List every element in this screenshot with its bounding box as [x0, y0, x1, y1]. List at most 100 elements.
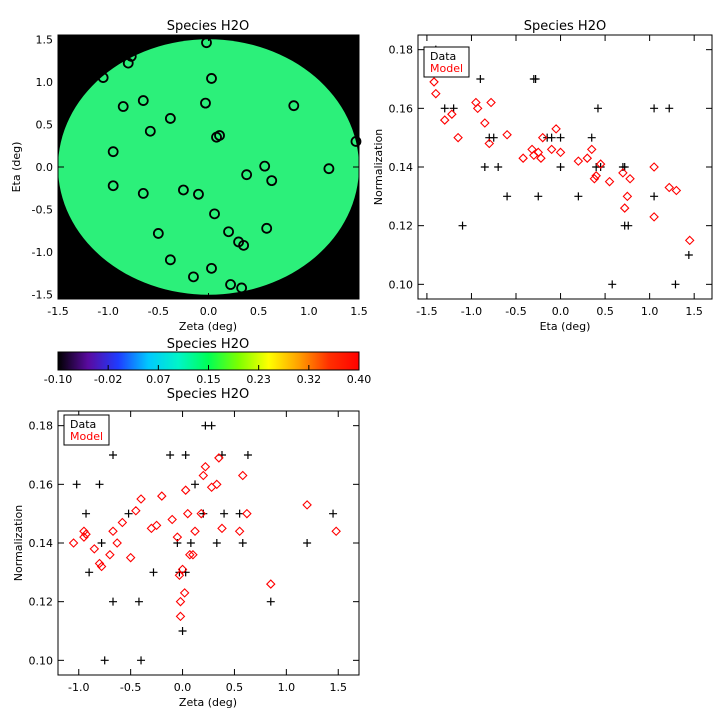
map-point [137, 187, 149, 199]
zeta-ytick-label: 0.10 [29, 654, 54, 667]
zeta-model-point [151, 520, 162, 531]
eta-legend-model: Model [430, 62, 463, 75]
zeta-legend: Data Model [63, 414, 110, 446]
eta-model-point [480, 118, 490, 128]
zeta-data-point [85, 568, 94, 577]
zeta-model-point [190, 526, 200, 537]
map-point [238, 239, 250, 251]
eta-legend: Data Model [423, 46, 470, 78]
zeta-model-point [108, 526, 118, 537]
eta-data-point [534, 192, 543, 201]
zeta-xlabel: Zeta (deg) [179, 696, 237, 709]
eta-ytick-label: 0.10 [389, 278, 414, 291]
eta-data-point [531, 75, 540, 83]
map-point [117, 101, 129, 112]
eta-model-point [551, 124, 561, 134]
eta-model-point [625, 173, 635, 184]
zeta-ytick-label: 0.12 [29, 596, 54, 609]
map-point [97, 72, 109, 83]
map-xtick-label: 1.0 [300, 305, 318, 318]
eta-model-point [649, 162, 659, 172]
zeta-ytick-label: 0.14 [29, 537, 54, 550]
eta-model-point [684, 235, 695, 246]
colorbar-tick-label: 0.07 [146, 373, 171, 386]
zeta-data-point [134, 597, 143, 606]
eta-data-point [624, 221, 633, 230]
map-point [152, 228, 164, 239]
map-point [323, 163, 335, 175]
eta-data-point [620, 163, 629, 171]
zeta-data-point [186, 539, 195, 547]
eta-data-point [489, 133, 498, 142]
map-xtick-label: -1.5 [47, 305, 68, 318]
eta-data-point [449, 104, 458, 113]
zeta-model-point [180, 485, 191, 495]
zeta-model-point [331, 526, 341, 537]
zeta-data-point [178, 627, 187, 635]
zeta-model-point [242, 508, 252, 519]
zeta-model-point [131, 505, 141, 516]
map-point [188, 271, 199, 283]
map-point [193, 188, 204, 200]
zeta-model-point [125, 552, 136, 563]
eta-legend-data: Data [430, 50, 456, 63]
eta-model-point [484, 138, 495, 149]
eta-ytick-label: 0.12 [389, 220, 414, 233]
zeta-model-point [265, 579, 276, 589]
map-xlabel: Zeta (deg) [179, 320, 237, 333]
map-point [261, 222, 273, 234]
eta-points [429, 45, 695, 289]
map-point [225, 279, 236, 290]
zeta-model-point [117, 517, 128, 528]
zeta-model-point [196, 508, 207, 519]
zeta-model-point [94, 558, 105, 569]
map-point [350, 136, 362, 147]
map-point [214, 130, 225, 141]
eta-data-point [494, 163, 503, 171]
map-points [97, 37, 362, 294]
eta-data-point [684, 251, 693, 259]
eta-model-point [486, 97, 496, 108]
zeta-x-ticks: -1.0 -0.5 0.0 0.5 1.0 1.5 [68, 411, 347, 694]
zeta-model-point [157, 491, 167, 501]
map-point [107, 146, 119, 158]
eta-model-point [472, 103, 483, 114]
eta-xtick-label: 1.0 [641, 305, 659, 318]
eta-ytick-label: 0.18 [389, 44, 414, 57]
zeta-data-point [124, 509, 133, 518]
map-ytick-label: 1.5 [36, 33, 54, 46]
eta-model-point [586, 144, 597, 155]
zeta-data-point [212, 539, 221, 547]
zeta-data-point [191, 480, 200, 489]
zeta-model-point [89, 544, 100, 554]
eta-data-point [458, 221, 467, 230]
zeta-model-point [105, 549, 115, 560]
zeta-data-point [207, 421, 216, 430]
eta-legend-box [423, 46, 470, 78]
colorbar-tick-label: 0.40 [347, 373, 372, 386]
eta-data-point [650, 104, 659, 113]
eta-data-point [596, 163, 605, 171]
map-xtick-label: -1.0 [97, 305, 118, 318]
map-ylabel: Eta (deg) [10, 142, 23, 193]
eta-model-point [537, 132, 548, 143]
map-xtick-label: 1.5 [350, 305, 368, 318]
map-point [288, 100, 300, 112]
map-panel: Species H2O Zeta (deg) Eta (deg) -1.5 -1.… [10, 19, 368, 333]
eta-data-point [608, 280, 617, 289]
zeta-data-point [149, 568, 158, 577]
eta-model-point [595, 159, 606, 169]
eta-data-point [587, 133, 596, 142]
eta-xtick-label: -1.0 [461, 305, 482, 318]
eta-model-point [604, 176, 615, 187]
map-ytick-label: -1.5 [32, 289, 53, 302]
map-point [125, 50, 137, 62]
colorbar-tick-label: -0.10 [44, 373, 72, 386]
map-point [137, 95, 149, 106]
map-point [164, 254, 176, 266]
eta-data-point [440, 104, 449, 113]
zeta-data-point [243, 451, 252, 459]
eta-model-point [582, 153, 593, 163]
map-point [209, 208, 220, 220]
map-point [122, 57, 134, 69]
